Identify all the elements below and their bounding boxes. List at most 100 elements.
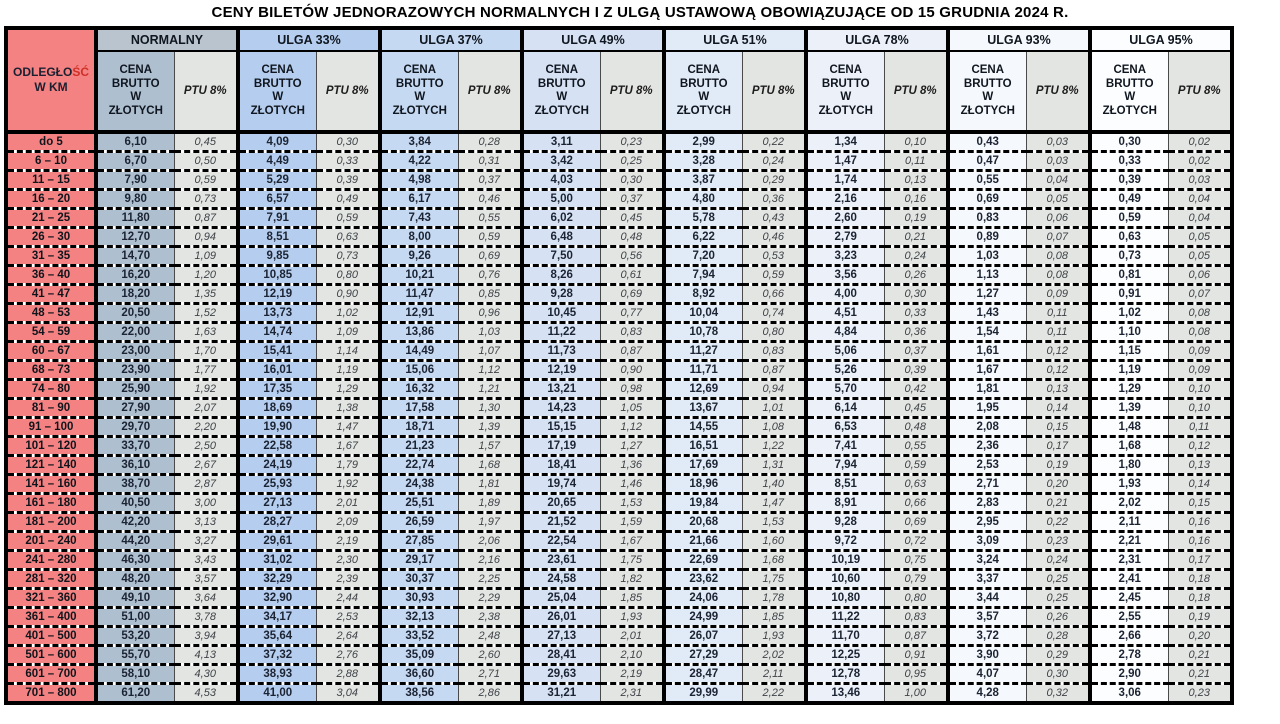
ptu-cell: 1,82 xyxy=(600,569,666,590)
price-cell: 0,55 xyxy=(948,170,1027,191)
price-cell: 40,50 xyxy=(96,493,175,514)
ptu-cell: 0,63 xyxy=(884,474,950,495)
price-cell: 9,28 xyxy=(806,512,885,533)
ptu-cell: 3,78 xyxy=(174,607,240,628)
ptu-cell: 4,30 xyxy=(174,664,240,685)
price-cell: 22,69 xyxy=(664,550,743,571)
ptu-cell: 0,11 xyxy=(1026,322,1092,343)
ptu-cell: 0,96 xyxy=(458,303,524,324)
ptu-cell: 2,31 xyxy=(600,683,666,705)
price-cell: 0,49 xyxy=(1090,189,1169,210)
ptu-cell: 2,10 xyxy=(600,645,666,666)
price-cell: 33,52 xyxy=(380,626,459,647)
ptu-cell: 0,45 xyxy=(600,208,666,229)
price-cell: 3,87 xyxy=(664,170,743,191)
price-cell: 4,28 xyxy=(948,683,1027,705)
price-cell: 1,02 xyxy=(1090,303,1169,324)
distance-cell: 60 – 67 xyxy=(6,341,98,362)
price-cell: 9,28 xyxy=(522,284,601,305)
ptu-cell: 1,85 xyxy=(600,588,666,609)
price-cell: 2,31 xyxy=(1090,550,1169,571)
price-cell: 2,53 xyxy=(948,455,1027,476)
price-cell: 3,72 xyxy=(948,626,1027,647)
ptu-column-header: PTU 8% xyxy=(742,51,808,134)
price-cell: 7,94 xyxy=(806,455,885,476)
ptu-cell: 3,27 xyxy=(174,531,240,552)
price-cell: 11,22 xyxy=(806,607,885,628)
ptu-cell: 3,94 xyxy=(174,626,240,647)
price-cell: 2,36 xyxy=(948,436,1027,457)
distance-cell: 181 – 200 xyxy=(6,512,98,533)
ptu-cell: 0,25 xyxy=(1026,569,1092,590)
ptu-cell: 0,03 xyxy=(1168,170,1234,191)
ptu-cell: 0,21 xyxy=(1026,493,1092,514)
price-cell: 3,23 xyxy=(806,246,885,267)
price-cell: 5,29 xyxy=(238,170,317,191)
ptu-cell: 1,09 xyxy=(316,322,382,343)
price-cell: 9,72 xyxy=(806,531,885,552)
ptu-cell: 0,36 xyxy=(742,189,808,210)
table-row: 101 – 120 33,70 2,50 22,58 1,67 21,23 1,57 17,1… xyxy=(6,436,1234,457)
price-cell: 0,89 xyxy=(948,227,1027,248)
table-row: 36 – 40 16,20 1,20 10,85 0,80 10,21 0,76 8,26 0,… xyxy=(6,265,1234,286)
price-cell: 27,29 xyxy=(664,645,743,666)
ptu-cell: 0,04 xyxy=(1026,170,1092,191)
ptu-cell: 0,74 xyxy=(742,303,808,324)
ptu-cell: 0,19 xyxy=(884,208,950,229)
price-cell: 3,06 xyxy=(1090,683,1169,705)
price-cell: 1,95 xyxy=(948,398,1027,419)
price-cell: 23,61 xyxy=(522,550,601,571)
ptu-cell: 0,32 xyxy=(1026,683,1092,705)
ptu-cell: 0,30 xyxy=(1026,664,1092,685)
price-cell: 20,65 xyxy=(522,493,601,514)
price-cell: 1,27 xyxy=(948,284,1027,305)
ptu-cell: 0,73 xyxy=(316,246,382,267)
ptu-cell: 0,43 xyxy=(742,208,808,229)
ptu-cell: 2,09 xyxy=(316,512,382,533)
price-cell: 13,46 xyxy=(806,683,885,705)
ptu-cell: 1,70 xyxy=(174,341,240,362)
distance-cell: 141 – 160 xyxy=(6,474,98,495)
price-cell: 28,27 xyxy=(238,512,317,533)
price-cell: 51,00 xyxy=(96,607,175,628)
ptu-cell: 1,67 xyxy=(316,436,382,457)
ptu-cell: 2,11 xyxy=(742,664,808,685)
ptu-cell: 0,36 xyxy=(884,322,950,343)
ptu-cell: 0,87 xyxy=(742,360,808,381)
price-cell: 1,93 xyxy=(1090,474,1169,495)
ptu-cell: 0,42 xyxy=(884,379,950,400)
price-cell: 31,02 xyxy=(238,550,317,571)
ptu-cell: 0,04 xyxy=(1168,208,1234,229)
ptu-cell: 0,11 xyxy=(1026,303,1092,324)
price-cell: 13,67 xyxy=(664,398,743,419)
table-row: 68 – 73 23,90 1,77 16,01 1,19 15,06 1,12 12,19 0… xyxy=(6,360,1234,381)
ptu-cell: 0,21 xyxy=(1168,645,1234,666)
ptu-cell: 0,37 xyxy=(458,170,524,191)
ptu-cell: 2,38 xyxy=(458,607,524,628)
ptu-cell: 1,05 xyxy=(600,398,666,419)
ptu-cell: 1,53 xyxy=(600,493,666,514)
ptu-cell: 1,02 xyxy=(316,303,382,324)
price-cell: 2,16 xyxy=(806,189,885,210)
distance-cell: 6 – 10 xyxy=(6,151,98,172)
table-row: 401 – 500 53,20 3,94 35,64 2,64 33,52 2,48 27,1… xyxy=(6,626,1234,647)
ptu-cell: 0,29 xyxy=(742,170,808,191)
ptu-cell: 2,06 xyxy=(458,531,524,552)
distance-cell: do 5 xyxy=(6,132,98,153)
price-cell: 14,23 xyxy=(522,398,601,419)
distance-cell: 361 – 400 xyxy=(6,607,98,628)
price-cell: 32,29 xyxy=(238,569,317,590)
ptu-column-header: PTU 8% xyxy=(884,51,950,134)
price-cell: 11,80 xyxy=(96,208,175,229)
price-column-header: CENA BRUTTO W ZŁOTYCH xyxy=(96,51,175,134)
ptu-cell: 0,08 xyxy=(1026,265,1092,286)
price-cell: 12,19 xyxy=(522,360,601,381)
price-cell: 18,96 xyxy=(664,474,743,495)
price-cell: 25,51 xyxy=(380,493,459,514)
price-cell: 14,74 xyxy=(238,322,317,343)
ptu-cell: 3,64 xyxy=(174,588,240,609)
price-cell: 2,55 xyxy=(1090,607,1169,628)
price-cell: 28,47 xyxy=(664,664,743,685)
price-cell: 3,57 xyxy=(948,607,1027,628)
ptu-cell: 1,52 xyxy=(174,303,240,324)
